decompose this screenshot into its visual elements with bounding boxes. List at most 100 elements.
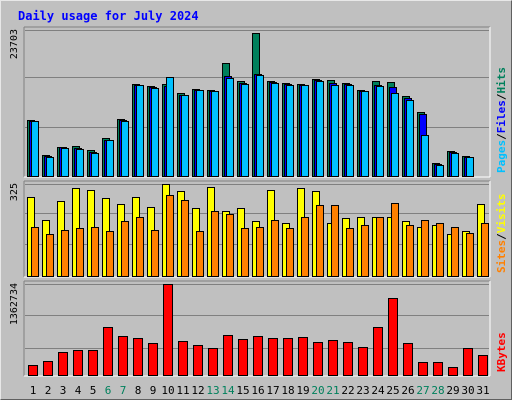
series-kbytes — [28, 284, 488, 376]
bar-kbytes-18 — [283, 338, 293, 376]
bar-sites-8 — [136, 217, 144, 277]
bar-pages-22 — [346, 85, 354, 177]
bar-kbytes-17 — [268, 338, 278, 376]
legend-separator: / — [495, 133, 508, 140]
bar-pages-5 — [91, 153, 99, 177]
bar-sites-1 — [31, 227, 39, 277]
bar-kbytes-1 — [28, 365, 38, 376]
bar-pages-26 — [406, 100, 414, 177]
x-tick-label: 6 — [105, 384, 112, 397]
bar-sites-20 — [316, 205, 324, 277]
bar-sites-14 — [226, 214, 234, 277]
bar-pages-15 — [241, 84, 249, 177]
chart-title: Daily usage for July 2024 — [18, 9, 199, 23]
bar-sites-31 — [481, 223, 489, 277]
bar-kbytes-27 — [418, 362, 428, 376]
x-axis-day-labels: 1 2 3 4 5 6 7 8 9 10 11 12 13 14 15 16 17 18 19 20 21 22 23 24 2… — [30, 384, 490, 397]
bar-kbytes-4 — [73, 350, 83, 376]
bar-sites-13 — [211, 211, 219, 277]
bar-kbytes-8 — [133, 338, 143, 376]
bar-sites-3 — [61, 230, 69, 277]
bar-kbytes-19 — [298, 337, 308, 376]
x-tick-label: 24 — [371, 384, 385, 397]
bar-kbytes-25 — [388, 298, 398, 376]
x-tick-label: 7 — [120, 384, 127, 397]
x-tick-label: 14 — [221, 384, 235, 397]
bar-pages-6 — [106, 140, 114, 177]
bar-pages-21 — [331, 85, 339, 177]
legend-kbytes: KBytes — [495, 332, 508, 372]
bar-kbytes-28 — [433, 362, 443, 376]
legend-pages: Pages — [495, 140, 508, 173]
bar-pages-8 — [136, 85, 144, 177]
legend-kbytes: KBytes — [495, 332, 508, 372]
x-tick-label: 3 — [60, 384, 67, 397]
bar-pages-16 — [256, 75, 264, 177]
bar-pages-29 — [451, 153, 459, 177]
bar-sites-24 — [376, 217, 384, 277]
y-max-label: 23703 — [9, 29, 20, 59]
bar-sites-17 — [271, 220, 279, 277]
x-tick-label: 31 — [476, 384, 489, 397]
x-tick-label: 10 — [161, 384, 174, 397]
bar-kbytes-7 — [118, 336, 128, 376]
x-tick-label: 11 — [176, 384, 189, 397]
bar-pages-27 — [421, 135, 429, 177]
bar-pages-3 — [61, 148, 69, 177]
bar-sites-28 — [436, 223, 444, 277]
x-tick-label: 16 — [251, 384, 264, 397]
bar-kbytes-29 — [448, 367, 458, 376]
bar-sites-26 — [406, 225, 414, 277]
bar-pages-18 — [286, 85, 294, 177]
bar-pages-17 — [271, 83, 279, 177]
x-tick-label: 4 — [75, 384, 82, 397]
bar-kbytes-21 — [328, 340, 338, 376]
bar-kbytes-30 — [463, 348, 473, 376]
x-tick-label: 19 — [296, 384, 309, 397]
bar-pages-11 — [181, 95, 189, 177]
x-tick-label: 29 — [446, 384, 459, 397]
bar-pages-23 — [361, 91, 369, 177]
legend-sites: Sites — [495, 240, 508, 273]
bar-kbytes-16 — [253, 336, 263, 376]
bar-sites-29 — [451, 227, 459, 277]
bar-sites-18 — [286, 228, 294, 277]
bar-sites-27 — [421, 220, 429, 277]
kbytes-panel: 1362734 KBytes — [9, 280, 508, 377]
bar-sites-5 — [91, 227, 99, 277]
bar-kbytes-10 — [163, 284, 173, 376]
x-tick-label: 13 — [206, 384, 219, 397]
bar-pages-4 — [76, 149, 84, 177]
x-tick-label: 27 — [416, 384, 429, 397]
bar-sites-7 — [121, 221, 129, 277]
x-tick-label: 12 — [191, 384, 204, 397]
bar-sites-10 — [166, 195, 174, 277]
legend-separator: / — [495, 233, 508, 240]
bar-pages-28 — [436, 165, 444, 177]
bar-sites-21 — [331, 205, 339, 277]
x-tick-label: 30 — [461, 384, 474, 397]
bar-kbytes-14 — [223, 335, 233, 376]
bar-pages-19 — [301, 85, 309, 177]
bar-kbytes-6 — [103, 327, 113, 376]
bar-sites-19 — [301, 217, 309, 277]
series-sites — [31, 195, 489, 277]
legend-separator: / — [495, 93, 508, 100]
bar-kbytes-24 — [373, 327, 383, 376]
x-tick-label: 1 — [30, 384, 37, 397]
bar-sites-2 — [46, 234, 54, 277]
bar-sites-23 — [361, 225, 369, 277]
x-tick-label: 15 — [236, 384, 249, 397]
bar-pages-7 — [121, 121, 129, 177]
bar-pages-10 — [166, 77, 174, 177]
bar-kbytes-2 — [43, 361, 53, 376]
x-tick-label: 9 — [150, 384, 157, 397]
bar-pages-20 — [316, 81, 324, 177]
x-tick-label: 25 — [386, 384, 399, 397]
bar-kbytes-26 — [403, 343, 413, 376]
x-tick-label: 8 — [135, 384, 142, 397]
bar-pages-14 — [226, 78, 234, 177]
bar-kbytes-22 — [343, 342, 353, 376]
